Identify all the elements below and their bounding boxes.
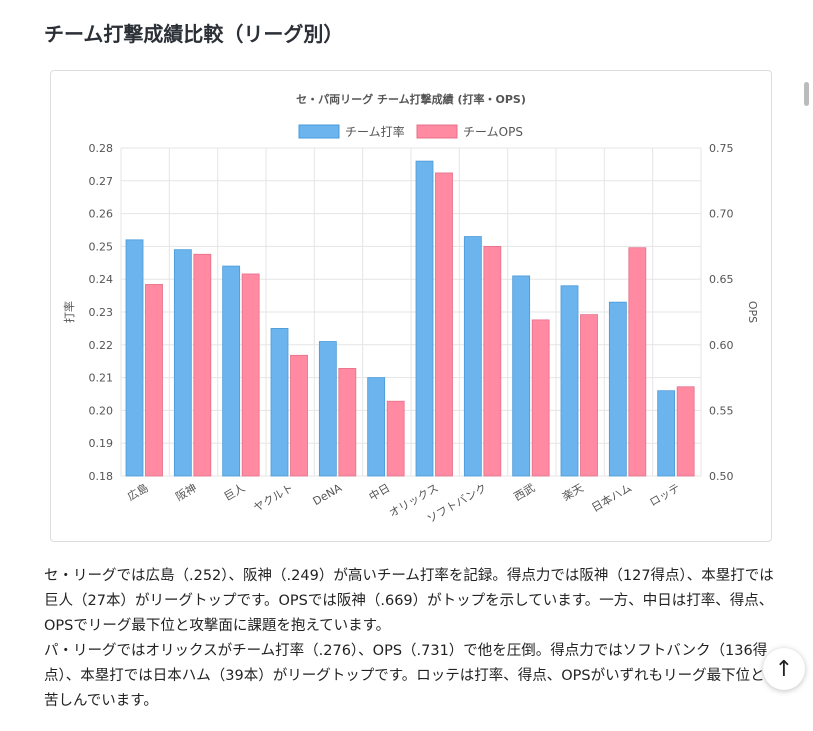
y-tick-label: 0.27 [89, 175, 114, 188]
y2-tick-label: 0.70 [709, 208, 734, 221]
chart-title: セ・パ両リーグ チーム打撃成績 (打率・OPS) [296, 92, 526, 106]
bar-ops [676, 386, 695, 477]
bar-ops [241, 273, 260, 477]
y2-tick-label: 0.75 [709, 142, 734, 155]
bar-avg [222, 265, 241, 477]
bar-chart: セ・パ両リーグ チーム打撃成績 (打率・OPS) チーム打率 チームOPS 0.18 0… [62, 92, 759, 526]
y2-tick-label: 0.65 [709, 273, 734, 286]
bar-ops [483, 245, 502, 477]
x-tick-label: ヤクルト [251, 481, 295, 514]
bar-avg [270, 327, 289, 477]
bar-ops [290, 354, 308, 477]
paragraph-central: セ・リーグでは広島（.252）、阪神（.249）が高いチーム打率を記録。得点力で… [44, 568, 774, 634]
y2-tick-label: 0.60 [709, 339, 734, 352]
bar-avg [415, 160, 434, 477]
page-title: チーム打撃成績比較（リーグ別） [44, 22, 344, 46]
bar-avg [367, 377, 386, 477]
legend-label: チーム打率 [345, 124, 405, 139]
x-tick-label: 巨人 [222, 481, 248, 503]
x-tick-label: 日本ハム [589, 480, 634, 514]
y2-tick-label: 0.50 [709, 470, 734, 483]
bar-avg [608, 301, 627, 477]
y-tick-label: 0.28 [89, 142, 114, 155]
bar-avg [512, 275, 531, 477]
bar-avg [657, 390, 676, 477]
paragraph-pacific: パ・リーグではオリックスがチーム打率（.276）、OPS（.731）で他を圧倒。… [44, 643, 768, 709]
y-tick-label: 0.22 [89, 339, 114, 352]
chart-card: セ・パ両リーグ チーム打撃成績 (打率・OPS) チーム打率 チームOPS 0.18 0… [50, 70, 772, 542]
x-tick-label: DeNA [311, 481, 345, 508]
bar-avg [173, 249, 192, 477]
bar-ops [193, 253, 212, 477]
bar-avg [318, 341, 337, 477]
legend-swatch [416, 124, 458, 139]
y-tick-label: 0.23 [89, 306, 114, 319]
bar-ops [531, 319, 550, 477]
description: セ・リーグでは広島（.252）、阪神（.249）が高いチーム打率を記録。得点力で… [44, 564, 774, 714]
bar-ops [580, 314, 598, 477]
y-tick-label: 0.20 [89, 404, 114, 417]
y-tick-label: 0.24 [89, 273, 114, 286]
bar-ops [145, 284, 163, 477]
bar-ops [435, 172, 453, 477]
bar-ops [386, 400, 405, 477]
bar-avg [125, 239, 144, 477]
y-axis-label: 打率 [62, 301, 76, 323]
x-tick-label: 西武 [512, 481, 538, 503]
x-tick-label: 中日 [367, 481, 393, 503]
y-tick-label: 0.21 [89, 372, 114, 385]
scroll-top-button[interactable]: ↑ [763, 648, 805, 690]
y-tick-label: 0.26 [89, 208, 114, 221]
bar-ops [628, 247, 647, 477]
bar-avg [463, 236, 482, 477]
bar-ops [338, 368, 357, 477]
legend-label: チームOPS [463, 125, 523, 139]
y-tick-label: 0.19 [89, 437, 114, 450]
x-tick-label: 阪神 [173, 480, 199, 503]
arrow-up-icon: ↑ [774, 656, 794, 682]
x-tick-label: ロッテ [647, 481, 682, 509]
y-tick-label: 0.25 [89, 240, 114, 253]
x-tick-label: 広島 [125, 480, 151, 503]
y-tick-label: 0.18 [89, 470, 114, 483]
bar-avg [560, 285, 579, 477]
y2-axis-label: OPS [746, 301, 759, 323]
y2-tick-label: 0.55 [709, 404, 734, 417]
legend-swatch [298, 124, 340, 139]
scrollbar[interactable] [804, 82, 809, 106]
x-tick-label: 楽天 [560, 481, 586, 503]
